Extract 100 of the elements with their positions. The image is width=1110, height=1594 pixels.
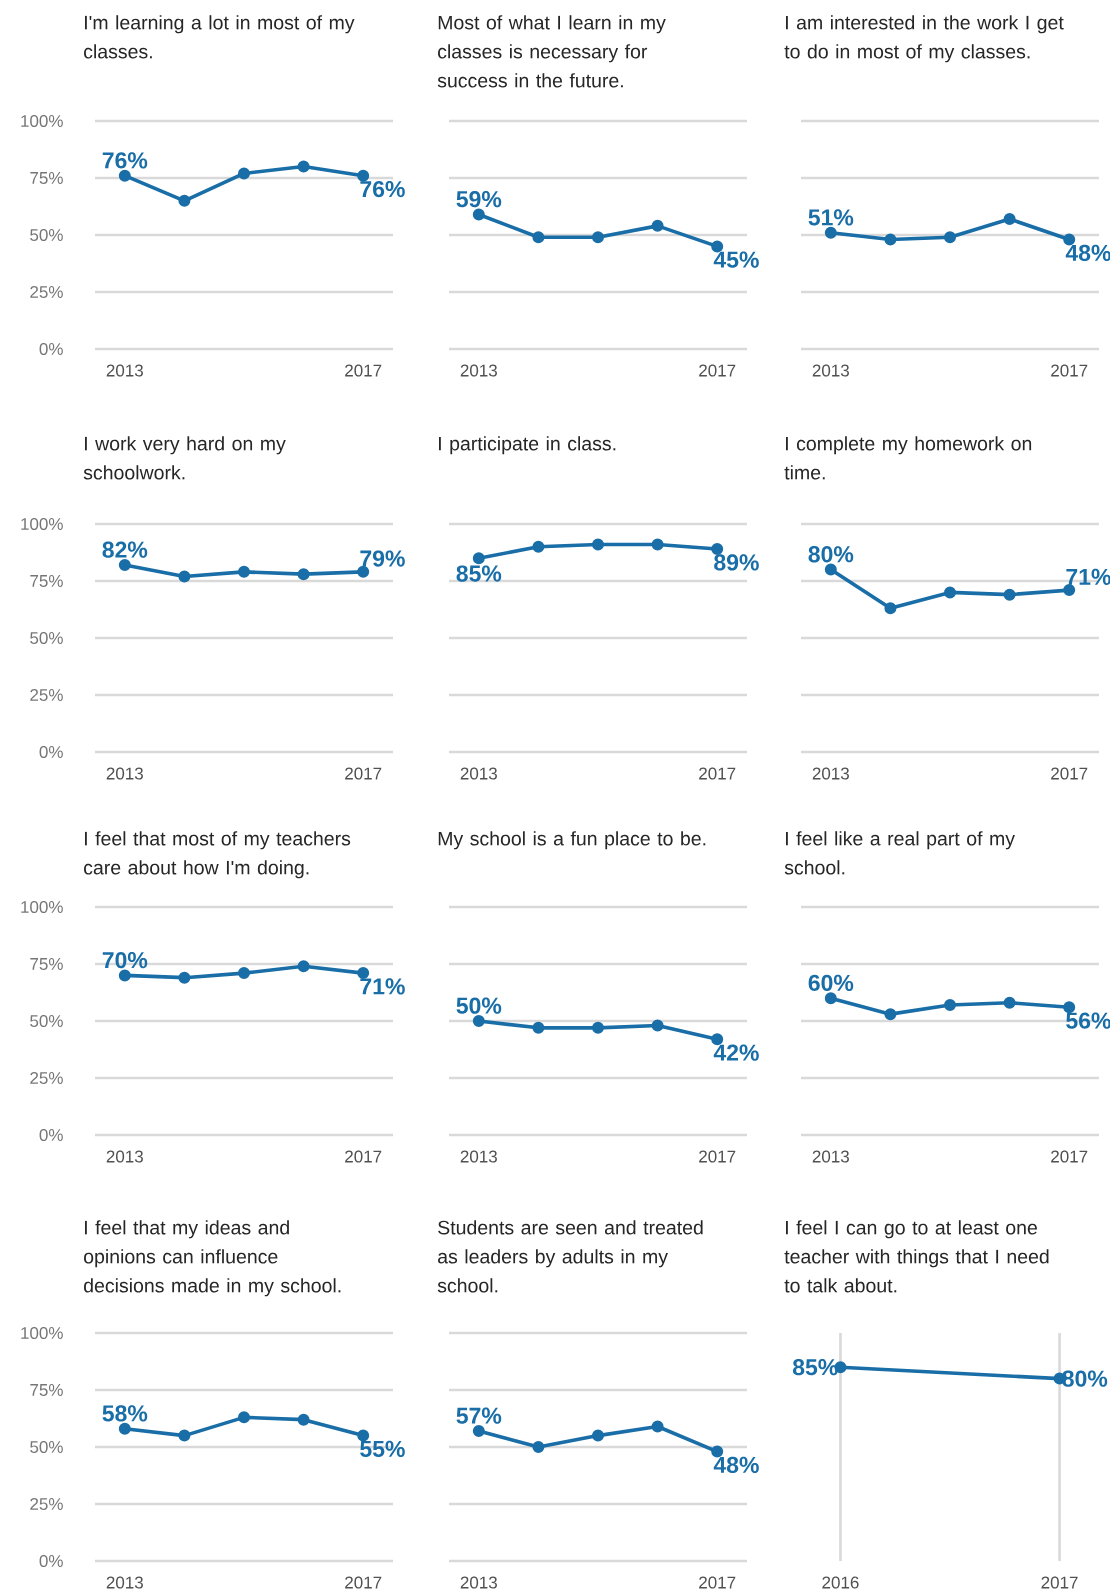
chart-title: My school is a fun place to be. — [438, 831, 706, 850]
data-label: 82% — [102, 541, 148, 558]
point — [472, 208, 485, 221]
point — [118, 559, 131, 572]
data-label: 48% — [713, 1456, 759, 1474]
point — [178, 971, 191, 984]
chart-title: I feel that most of my teachers care about how I'm doing. — [84, 831, 351, 879]
x-tick-label: 2017 — [699, 364, 736, 377]
y-tick-label: 100% — [21, 114, 63, 128]
point — [297, 160, 310, 173]
x-tick-label: 2017 — [345, 1150, 382, 1163]
x-tick-label: 2013 — [106, 767, 143, 780]
chart-title: I feel that my ideas and opinions can influence decisions made in my school. — [84, 1220, 341, 1297]
y-tick-label: 0% — [39, 1128, 63, 1142]
point — [651, 219, 664, 232]
point — [1003, 996, 1016, 1009]
y-tick-label: 75% — [30, 958, 63, 970]
data-label: 89% — [714, 554, 759, 571]
data-label: 50% — [456, 997, 502, 1014]
x-tick-label: 2013 — [460, 1150, 497, 1163]
point — [532, 1021, 545, 1034]
data-label: 59% — [456, 190, 502, 208]
point — [297, 1413, 310, 1426]
data-label: 56% — [1066, 1012, 1110, 1029]
x-tick-label: 2017 — [345, 1576, 382, 1589]
x-tick-label: 2017 — [345, 364, 382, 377]
data-label: 57% — [456, 1407, 502, 1424]
point — [1063, 584, 1076, 597]
point — [118, 1422, 131, 1435]
point — [944, 586, 957, 599]
point — [592, 538, 604, 551]
chart-title: I'm learning a lot in most of my classes. — [84, 15, 355, 59]
point — [118, 169, 131, 182]
y-tick-label: 25% — [30, 1497, 63, 1511]
data-label: 85% — [456, 565, 502, 582]
data-label: 71% — [1066, 568, 1110, 585]
data-label: 42% — [713, 1044, 759, 1061]
x-tick-label: 2013 — [460, 1576, 497, 1589]
x-tick-label: 2017 — [1051, 1150, 1088, 1163]
data-label: 48% — [1065, 244, 1110, 262]
chart-title: I am interested in the work I get to do in most of my classes. — [784, 15, 1064, 63]
point — [824, 563, 837, 576]
chart-title: I feel like a real part of my school. — [784, 831, 1015, 875]
point — [1003, 588, 1016, 601]
point — [472, 552, 485, 565]
point — [824, 226, 837, 239]
y-tick-label: 50% — [30, 631, 63, 645]
y-tick-label: 75% — [30, 1384, 63, 1396]
point — [238, 967, 250, 980]
point — [592, 1021, 604, 1034]
y-tick-label: 100% — [21, 900, 63, 914]
point — [944, 231, 957, 244]
chart-title: Students are seen and treated as leaders by adults in my school. — [437, 1220, 703, 1293]
point — [651, 1019, 664, 1032]
point — [297, 568, 310, 581]
point — [532, 540, 545, 553]
point — [178, 194, 191, 207]
y-tick-label: 25% — [30, 688, 63, 702]
x-tick-label: 2017 — [1041, 1576, 1078, 1589]
point — [1003, 213, 1016, 226]
point — [238, 1411, 250, 1424]
x-tick-label: 2013 — [106, 1150, 143, 1163]
x-tick-label: 2013 — [106, 1576, 143, 1589]
chart-title: Most of what I learn in my classes is necessary for success in the future. — [437, 15, 666, 88]
data-label: 80% — [808, 546, 854, 563]
x-tick-label: 2013 — [812, 364, 849, 377]
chart-title: I participate in class. — [439, 436, 616, 455]
chart-title: I complete my homework on time. — [784, 436, 1032, 480]
x-tick-label: 2013 — [106, 364, 143, 377]
x-tick-label: 2013 — [812, 767, 849, 780]
x-tick-label: 2017 — [699, 1150, 736, 1163]
point — [297, 960, 310, 973]
y-tick-label: 50% — [30, 1440, 63, 1454]
point — [532, 1441, 545, 1453]
y-tick-label: 75% — [30, 172, 63, 184]
y-tick-label: 25% — [30, 1071, 63, 1085]
y-tick-label: 0% — [39, 1554, 63, 1568]
data-label: 70% — [102, 951, 148, 969]
point — [651, 538, 664, 551]
y-tick-label: 100% — [21, 1326, 63, 1340]
data-label: 79% — [360, 550, 405, 567]
x-tick-label: 2017 — [1051, 364, 1088, 377]
point — [884, 233, 897, 246]
point — [118, 969, 131, 982]
point — [944, 999, 957, 1012]
y-tick-label: 0% — [39, 342, 63, 356]
chart-title: I work very hard on my schoolwork. — [83, 436, 286, 480]
y-tick-label: 25% — [30, 285, 63, 299]
point — [651, 1420, 664, 1433]
x-tick-label: 2016 — [822, 1576, 859, 1589]
point — [532, 231, 545, 244]
x-tick-label: 2013 — [812, 1150, 849, 1163]
point — [472, 1425, 485, 1438]
y-tick-label: 75% — [30, 575, 63, 587]
point — [592, 1429, 604, 1442]
y-tick-label: 50% — [30, 1014, 63, 1028]
y-tick-label: 50% — [30, 228, 63, 242]
x-tick-label: 2017 — [699, 1576, 736, 1589]
y-tick-label: 0% — [39, 745, 63, 759]
point — [824, 992, 837, 1005]
